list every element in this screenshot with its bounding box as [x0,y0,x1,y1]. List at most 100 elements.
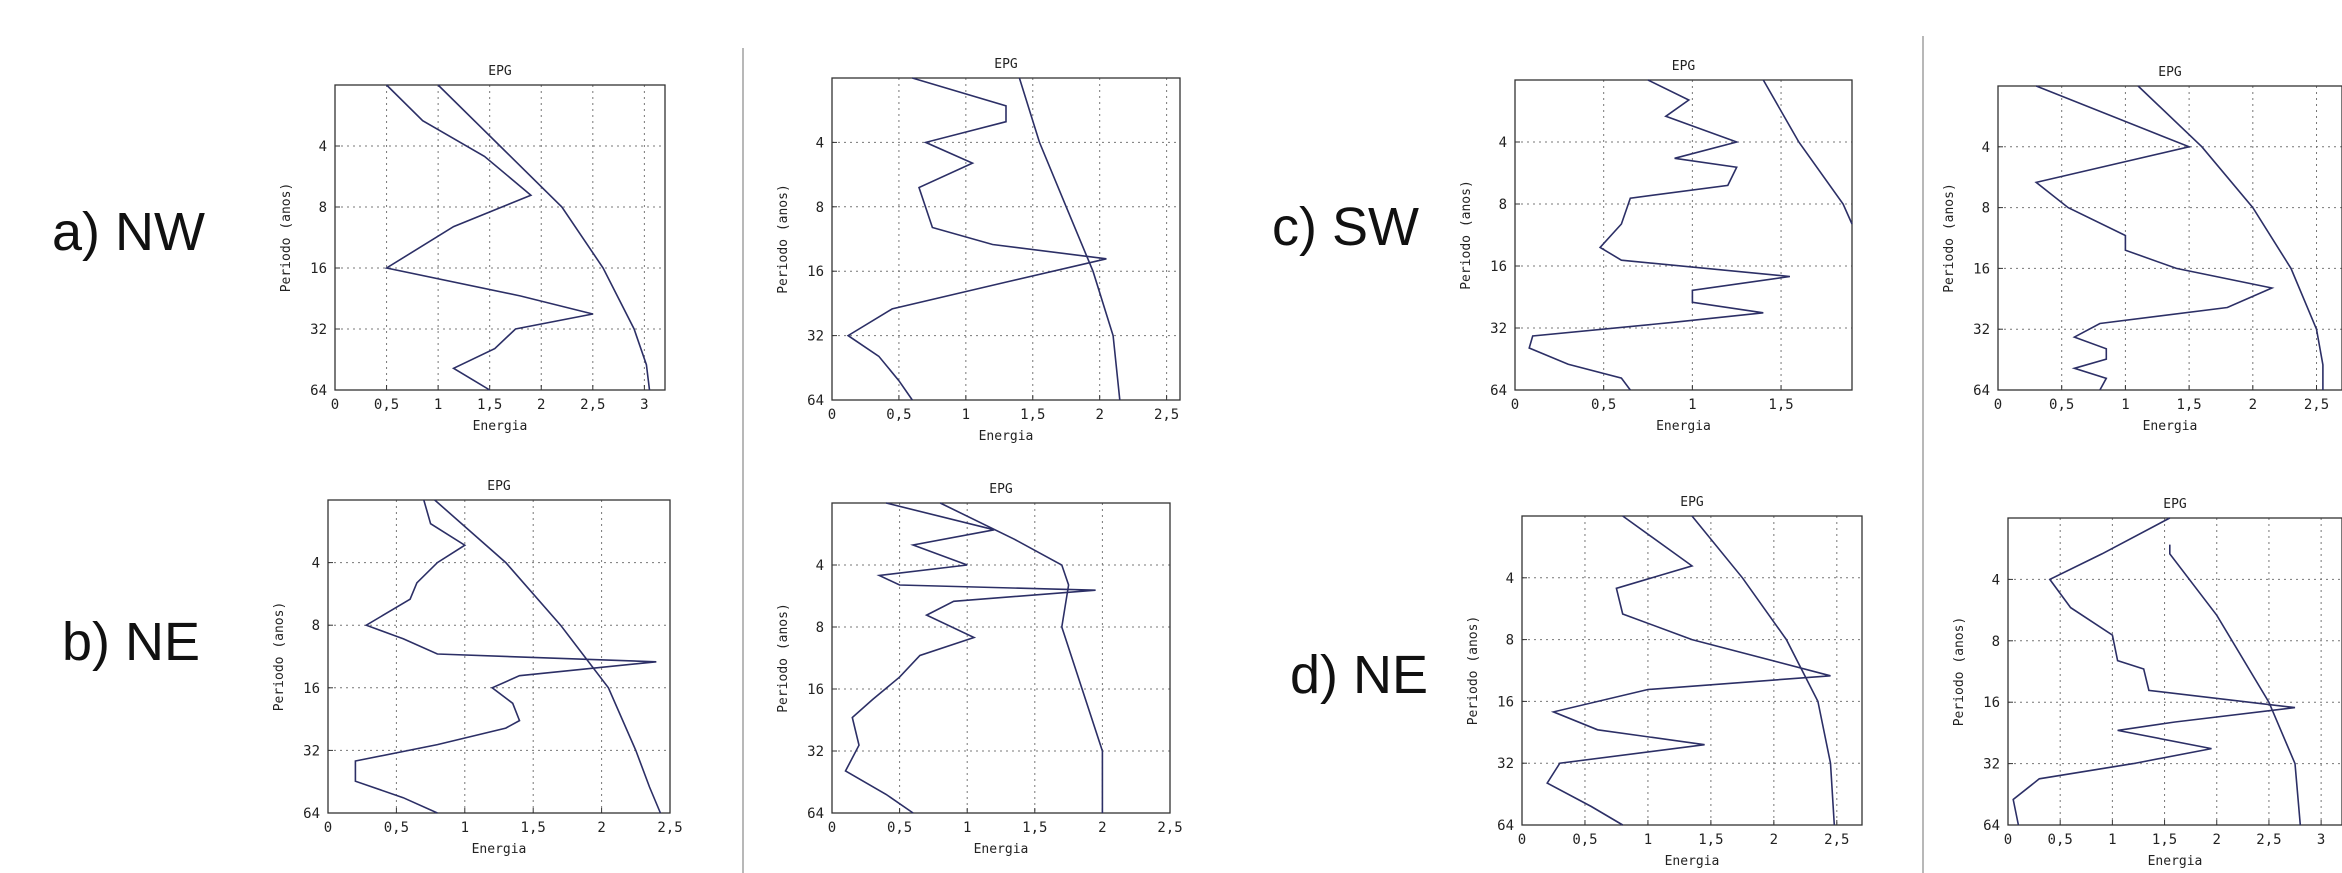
x-axis-label: Energia [974,842,1029,857]
y-tick-label: 4 [312,556,320,572]
series-significance-line [434,499,662,814]
y-tick-label: 64 [1497,818,1514,834]
chart-panel: 0 0,5 1 1,5 2 2,5 3 4 8 16 32 64 EPG Energia Periodo (… [1952,497,2342,869]
x-tick-label: 1 [1688,397,1696,413]
series-spectrum-line [844,502,1096,814]
x-tick-label: 0,5 [887,820,912,836]
chart-title: EPG [994,57,1018,72]
x-tick-label: 1,5 [1020,407,1045,423]
x-tick-label: 1,5 [1698,832,1723,848]
series-significance-line [2137,85,2324,390]
y-tick-label: 64 [1973,383,1990,399]
x-tick-label: 0 [1511,397,1519,413]
plot-frame [831,77,1181,401]
y-tick-label: 32 [1973,322,1990,338]
x-tick-label: 0,5 [1572,832,1597,848]
y-tick-label: 4 [816,135,824,151]
panel-label-b: b) NE [62,612,200,672]
y-tick-label: 16 [1973,261,1990,277]
chart-title: EPG [1680,495,1704,510]
x-tick-label: 0,5 [886,407,911,423]
x-tick-label: 1,5 [521,820,546,836]
y-tick-label: 4 [1992,572,2000,588]
chart-panel: 0 0,5 1 1,5 2 2,5 4 8 16 32 64 EPG Energia Periodo (a… [776,57,1181,444]
y-tick-label: 8 [312,618,320,634]
series-spectrum-line [1528,79,1791,391]
x-tick-label: 1,5 [2152,832,2177,848]
chart-panel: 0 0,5 1 1,5 2 2,5 4 8 16 32 64 EPG Energia Periodo (a… [1466,495,1863,869]
series-significance-line [1018,77,1121,401]
y-tick-label: 64 [1490,383,1507,399]
x-axis-label: Energia [2148,854,2203,869]
y-tick-label: 32 [310,322,327,338]
y-tick-label: 64 [310,383,327,399]
x-tick-label: 0,5 [1591,397,1616,413]
series-significance-line [939,502,1104,813]
series-spectrum-line [354,499,657,814]
plot-frame [831,502,1171,814]
y-tick-label: 8 [1992,634,2000,650]
x-axis-label: Energia [473,419,528,434]
y-axis-label: Periodo (anos) [1466,616,1481,726]
x-tick-label: 2,5 [2304,397,2329,413]
x-axis-label: Energia [1656,419,1711,434]
y-axis-label: Periodo (anos) [776,184,791,294]
y-tick-label: 16 [807,682,824,698]
x-tick-label: 0,5 [384,820,409,836]
x-axis-label: Energia [2143,419,2198,434]
y-axis-label: Periodo (anos) [1952,617,1967,727]
x-tick-label: 2,5 [580,397,605,413]
plot-frame [327,499,671,814]
y-tick-label: 4 [816,558,824,574]
x-tick-label: 2 [597,820,605,836]
x-tick-label: 1 [461,820,469,836]
chart-title: EPG [488,64,512,79]
y-tick-label: 16 [303,681,320,697]
y-tick-label: 8 [816,200,824,216]
series-significance-line [2169,544,2302,826]
x-tick-label: 3 [640,397,648,413]
series-significance-line [1691,515,1836,826]
y-tick-label: 64 [807,806,824,822]
y-tick-label: 4 [1506,571,1514,587]
series-spectrum-line [384,84,593,391]
y-tick-label: 8 [1499,197,1507,213]
x-tick-label: 2 [537,397,545,413]
series-spectrum-line [2034,85,2275,391]
x-tick-label: 2 [1095,407,1103,423]
y-tick-label: 32 [1490,321,1507,337]
x-tick-label: 1,5 [477,397,502,413]
y-axis-label: Periodo (anos) [272,602,287,712]
x-tick-label: 1 [434,397,442,413]
y-tick-label: 4 [319,139,327,155]
x-tick-label: 0 [1994,397,2002,413]
y-tick-label: 32 [1983,757,2000,773]
y-axis-label: Periodo (anos) [279,183,294,293]
x-tick-label: 2 [2249,397,2257,413]
y-tick-label: 32 [807,329,824,345]
x-tick-label: 2 [1098,820,1106,836]
panel-label-a: a) NW [52,202,205,262]
plot-frame [2007,517,2342,826]
y-tick-label: 16 [1490,259,1507,275]
charts-group: 0 0,5 1 1,5 2 2,5 3 4 8 16 32 64 EPG Energia Periodo (… [272,57,2342,869]
plot-frame [1997,85,2342,391]
x-tick-label: 2,5 [657,820,682,836]
x-tick-label: 2,5 [1154,407,1179,423]
x-axis-label: Energia [979,429,1034,444]
panel-label-d: d) NE [1290,645,1428,705]
series-spectrum-line [846,77,1107,401]
x-tick-label: 2,5 [1824,832,1849,848]
y-tick-label: 4 [1982,140,1990,156]
y-tick-label: 8 [1982,201,1990,217]
y-axis-label: Periodo (anos) [1942,183,1957,293]
y-tick-label: 8 [1506,633,1514,649]
y-tick-label: 64 [303,806,320,822]
x-tick-label: 2 [2213,832,2221,848]
y-tick-label: 16 [310,261,327,277]
x-axis-label: Energia [1665,854,1720,869]
y-tick-label: 16 [807,264,824,280]
x-tick-label: 2,5 [2256,832,2281,848]
x-tick-label: 1,5 [2176,397,2201,413]
